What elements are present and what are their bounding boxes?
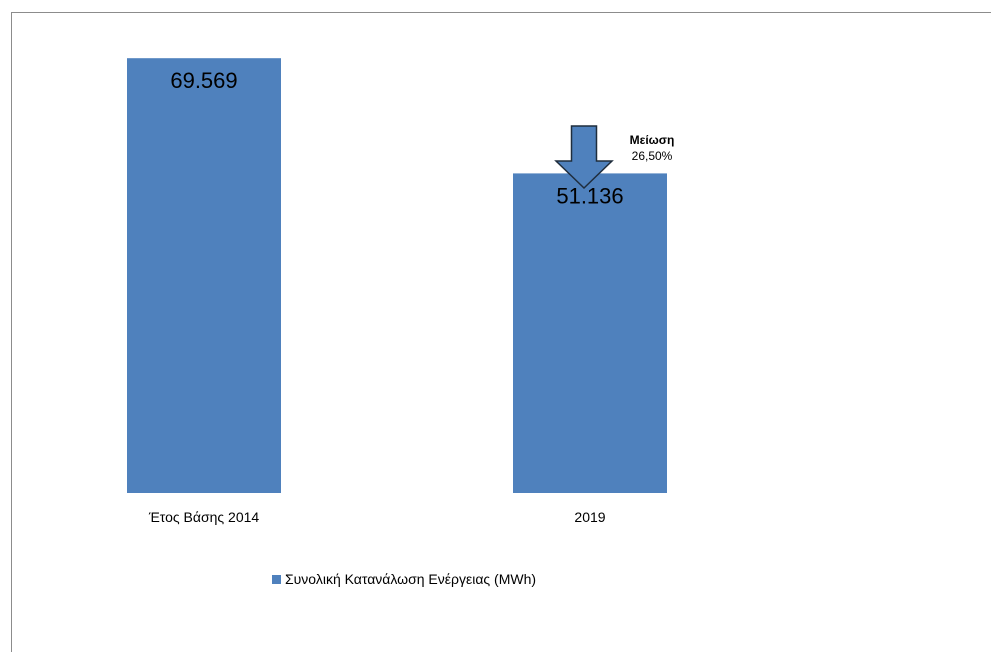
- legend-label: Συνολική Κατανάλωση Ενέργειας (MWh): [285, 571, 536, 587]
- annotation-value: 26,50%: [632, 149, 673, 163]
- annotation-title: Μείωση: [630, 133, 675, 147]
- bars-layer: [127, 58, 667, 493]
- legend: Συνολική Κατανάλωση Ενέργειας (MWh): [272, 571, 536, 587]
- bar-1: [513, 173, 667, 493]
- labels-layer: 69.569 Έτος Βάσης 2014 51.136 2019: [148, 68, 624, 525]
- bar-0: [127, 58, 281, 493]
- legend-swatch: [272, 575, 281, 584]
- bar-value-label-1: 51.136: [556, 183, 623, 208]
- reduction-annotation: Μείωση 26,50%: [554, 125, 675, 190]
- down-arrow-icon: [554, 125, 614, 190]
- chart-frame: [11, 12, 991, 652]
- bar-value-label-0: 69.569: [170, 68, 237, 93]
- category-label-1: 2019: [574, 509, 605, 525]
- category-label-0: Έτος Βάσης 2014: [148, 509, 260, 525]
